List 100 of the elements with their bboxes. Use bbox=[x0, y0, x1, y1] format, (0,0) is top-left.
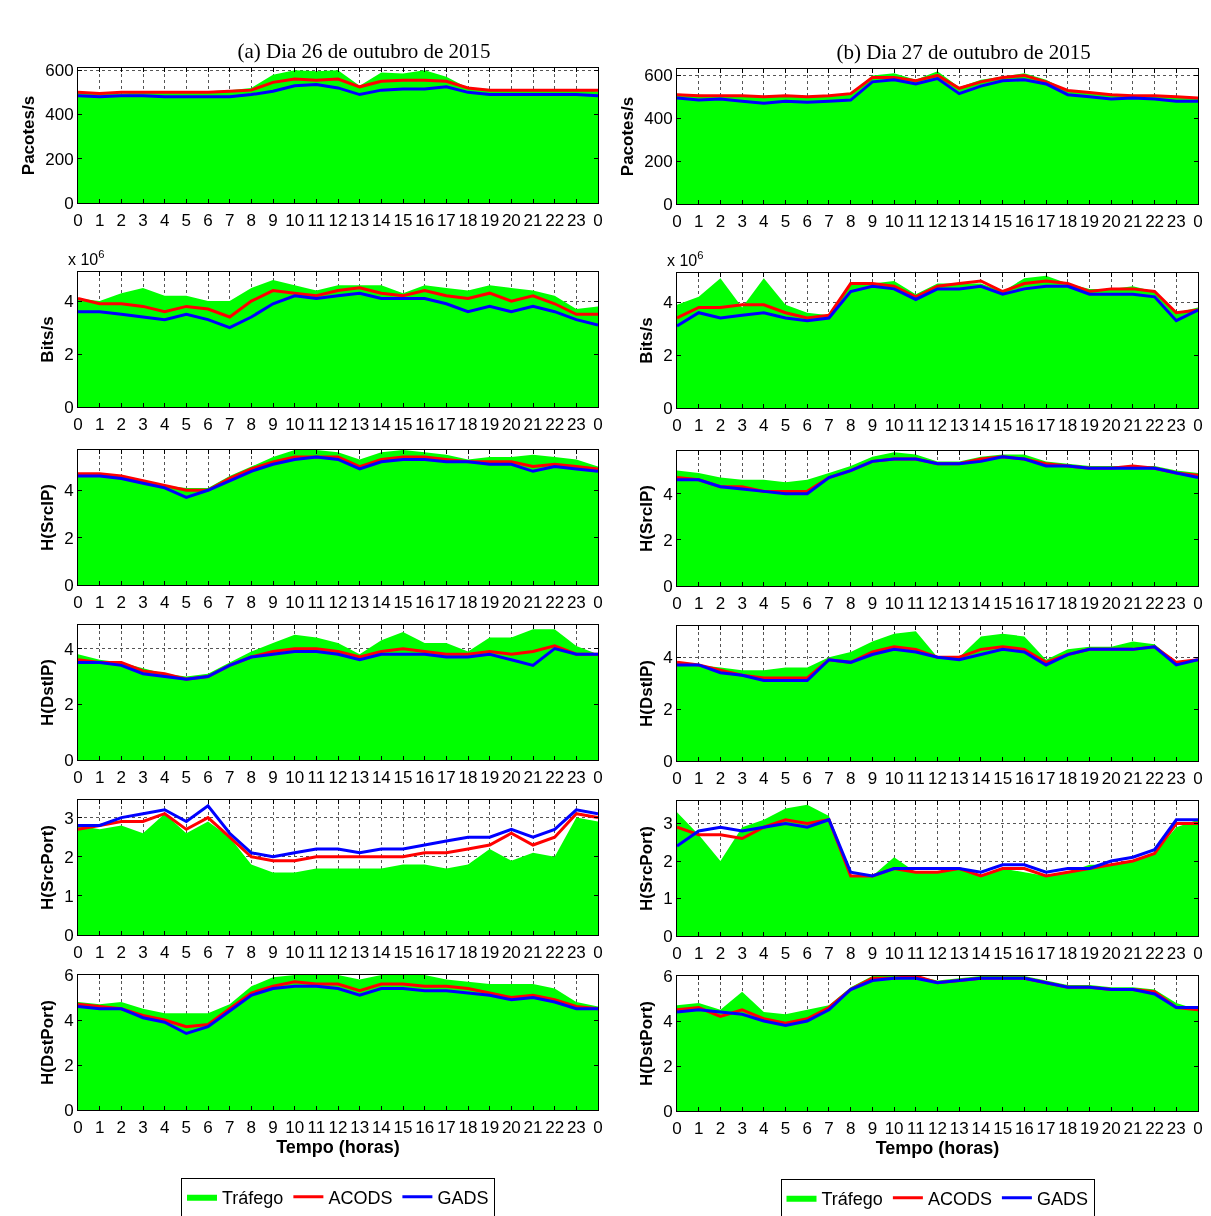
x-tick-label: 0 bbox=[593, 768, 603, 788]
x-tick-label: 23 bbox=[566, 415, 586, 435]
x-tick-label: 21 bbox=[1123, 1119, 1143, 1139]
x-tick-label: 10 bbox=[884, 769, 904, 789]
x-tick-label: 20 bbox=[1101, 1119, 1121, 1139]
x-tick-label: 11 bbox=[307, 415, 326, 435]
x-tick-label: 6 bbox=[802, 769, 812, 789]
x-tick-label: 1 bbox=[94, 1118, 105, 1138]
x-tick-label: 13 bbox=[350, 768, 370, 788]
x-tick-label: 21 bbox=[1123, 769, 1143, 789]
x-tick-label: 22 bbox=[1145, 594, 1165, 614]
x-tick-label: 21 bbox=[1123, 594, 1143, 614]
x-tick-label: 4 bbox=[759, 416, 769, 436]
y-tick-label: 0 bbox=[64, 925, 74, 945]
x-tick-label: 22 bbox=[545, 211, 565, 231]
x-tick-label: 3 bbox=[138, 768, 148, 788]
y-tick-label: 0 bbox=[663, 751, 673, 771]
x-tick-label: 14 bbox=[971, 416, 991, 436]
x-tick-label: 3 bbox=[138, 943, 148, 963]
x-tick-label: 4 bbox=[759, 944, 769, 964]
x-tick-label: 16 bbox=[1014, 416, 1034, 436]
x-tick-label: 15 bbox=[393, 768, 413, 788]
x-tick-label: 0 bbox=[1193, 769, 1203, 789]
x-tick-label: 14 bbox=[971, 1119, 991, 1139]
legend-label: GADS bbox=[1036, 1188, 1088, 1209]
x-tick-label: 5 bbox=[181, 943, 192, 963]
x-tick-label: 5 bbox=[780, 594, 791, 614]
x-tick-label: 13 bbox=[350, 415, 370, 435]
x-tick-label: 22 bbox=[545, 943, 565, 963]
x-tick-label: 17 bbox=[1036, 416, 1056, 436]
x-tick-label: 6 bbox=[802, 1119, 812, 1139]
x-tick-label: 15 bbox=[993, 1119, 1013, 1139]
x-tick-label: 2 bbox=[715, 1119, 726, 1139]
x-tick-label: 3 bbox=[138, 1118, 148, 1138]
x-tick-label: 22 bbox=[545, 768, 565, 788]
x-tick-label: 16 bbox=[415, 1118, 435, 1138]
x-tick-label: 11 bbox=[906, 212, 925, 232]
x-tick-label: 16 bbox=[1014, 944, 1034, 964]
x-tick-label: 13 bbox=[350, 593, 370, 613]
y-tick-label: 4 bbox=[663, 293, 673, 313]
x-tick-label: 18 bbox=[1058, 1119, 1078, 1139]
y-axis-title: Pacotes/s bbox=[617, 96, 637, 177]
x-tick-label: 7 bbox=[224, 1118, 235, 1138]
x-tick-label: 18 bbox=[1058, 594, 1078, 614]
y-tick-label: 400 bbox=[45, 105, 74, 125]
x-tick-label: 20 bbox=[1101, 594, 1121, 614]
x-tick-label: 8 bbox=[246, 768, 257, 788]
x-tick-label: 2 bbox=[116, 415, 127, 435]
x-tick-label: 13 bbox=[949, 416, 969, 436]
legend-label: Tráfego bbox=[222, 1187, 284, 1208]
x-tick-label: 23 bbox=[566, 1118, 586, 1138]
x-tick-label: 23 bbox=[1166, 1119, 1186, 1139]
x-tick-label: 7 bbox=[224, 211, 235, 231]
x-tick-label: 20 bbox=[501, 768, 521, 788]
x-tick-label: 7 bbox=[824, 1119, 834, 1139]
y-tick-label: 0 bbox=[663, 1101, 673, 1121]
x-tick-label: 2 bbox=[715, 416, 726, 436]
x-tick-label: 15 bbox=[393, 943, 413, 963]
x-tick-label: 21 bbox=[523, 593, 543, 613]
x-tick-label: 6 bbox=[203, 943, 213, 963]
x-tick-label: 15 bbox=[993, 212, 1013, 232]
y-tick-label: 2 bbox=[663, 1056, 673, 1076]
x-axis-title: Tempo (horas) bbox=[276, 1137, 400, 1158]
y-tick-label: 3 bbox=[64, 808, 74, 828]
x-tick-label: 4 bbox=[759, 1119, 769, 1139]
x-tick-label: 17 bbox=[436, 593, 456, 613]
x-tick-label: 17 bbox=[436, 1118, 456, 1138]
x-tick-label: 22 bbox=[1145, 944, 1165, 964]
x-tick-label: 18 bbox=[458, 943, 478, 963]
x-tick-label: 23 bbox=[1166, 769, 1186, 789]
y-tick-label: 4 bbox=[64, 481, 74, 501]
x-tick-label: 6 bbox=[203, 768, 213, 788]
x-tick-label: 1 bbox=[94, 415, 105, 435]
x-tick-label: 0 bbox=[1193, 944, 1203, 964]
x-tick-label: 5 bbox=[181, 768, 192, 788]
y-tick-label: 2 bbox=[64, 528, 74, 548]
x-tick-label: 16 bbox=[415, 943, 435, 963]
x-tick-label: 11 bbox=[307, 943, 326, 963]
x-tick-label: 9 bbox=[268, 211, 278, 231]
x-tick-label: 1 bbox=[693, 1119, 704, 1139]
x-tick-label: 17 bbox=[1036, 594, 1056, 614]
x-tick-label: 23 bbox=[1166, 594, 1186, 614]
y-tick-label: 400 bbox=[644, 109, 673, 129]
x-tick-label: 9 bbox=[867, 416, 878, 436]
x-tick-label: 22 bbox=[1145, 1119, 1165, 1139]
x-tick-label: 16 bbox=[415, 211, 435, 231]
x-tick-label: 19 bbox=[1080, 212, 1099, 232]
x-tick-label: 15 bbox=[393, 415, 413, 435]
x-tick-label: 19 bbox=[1080, 769, 1099, 789]
x-tick-label: 15 bbox=[393, 1118, 413, 1138]
x-tick-label: 3 bbox=[737, 416, 747, 436]
x-tick-label: 0 bbox=[593, 1118, 603, 1138]
x-tick-label: 9 bbox=[268, 415, 278, 435]
x-tick-label: 17 bbox=[436, 943, 456, 963]
x-tick-label: 19 bbox=[480, 593, 500, 613]
x-tick-label: 20 bbox=[501, 1118, 521, 1138]
x-tick-label: 19 bbox=[480, 768, 500, 788]
y-tick-label: 0 bbox=[64, 575, 74, 595]
x-tick-label: 19 bbox=[1080, 944, 1099, 964]
x-tick-label: 2 bbox=[715, 594, 726, 614]
